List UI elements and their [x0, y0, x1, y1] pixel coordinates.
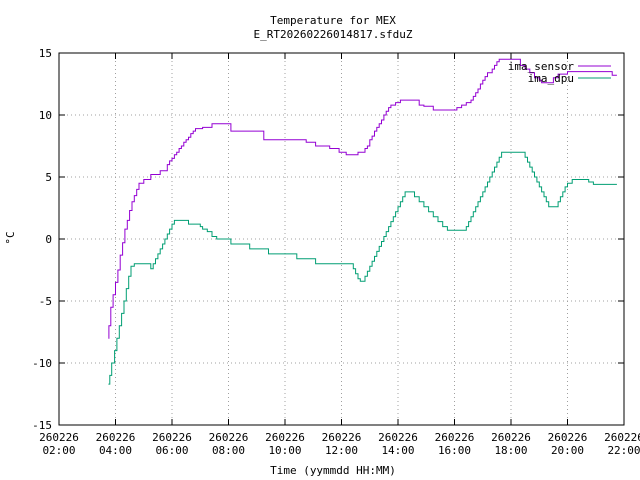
x-tick-date: 260226 [96, 431, 136, 444]
x-tick-time: 08:00 [212, 444, 245, 457]
chart-subtitle: E_RT20260226014817.sfduZ [254, 28, 413, 41]
y-tick-label: 15 [39, 47, 52, 60]
series-layer [108, 58, 617, 385]
x-tick-date: 260226 [548, 431, 588, 444]
y-tick-label: -15 [32, 419, 52, 432]
x-tick-time: 06:00 [155, 444, 188, 457]
x-tick-time: 12:00 [325, 444, 358, 457]
x-tick-time: 20:00 [551, 444, 584, 457]
x-tick-time: 16:00 [438, 444, 471, 457]
axis-ticks: 26022602:0026022604:0026022606:002602260… [32, 47, 640, 457]
y-tick-label: 5 [45, 171, 52, 184]
x-tick-date: 260226 [604, 431, 640, 444]
x-tick-date: 260226 [435, 431, 475, 444]
legend-label: ima_dpu [528, 72, 574, 85]
x-tick-date: 260226 [378, 431, 418, 444]
x-tick-time: 02:00 [42, 444, 75, 457]
x-tick-date: 260226 [209, 431, 249, 444]
y-tick-label: -5 [39, 295, 52, 308]
series-line-ima-dpu [108, 151, 617, 385]
x-tick-time: 14:00 [381, 444, 414, 457]
x-tick-date: 260226 [39, 431, 79, 444]
x-axis-label: Time (yymmdd HH:MM) [270, 464, 396, 477]
y-tick-label: 0 [45, 233, 52, 246]
series-line-ima-sensor [108, 58, 617, 339]
x-tick-time: 18:00 [494, 444, 527, 457]
x-tick-time: 04:00 [99, 444, 132, 457]
x-tick-time: 10:00 [268, 444, 301, 457]
x-tick-date: 260226 [265, 431, 305, 444]
chart-title: Temperature for MEX [270, 14, 396, 27]
y-tick-label: -10 [32, 357, 52, 370]
x-tick-date: 260226 [322, 431, 362, 444]
y-tick-label: 10 [39, 109, 52, 122]
y-axis-label: °C [4, 231, 17, 244]
legend-label: ima_sensor [508, 60, 575, 73]
x-tick-time: 22:00 [607, 444, 640, 457]
x-tick-date: 260226 [152, 431, 192, 444]
x-tick-date: 260226 [491, 431, 531, 444]
